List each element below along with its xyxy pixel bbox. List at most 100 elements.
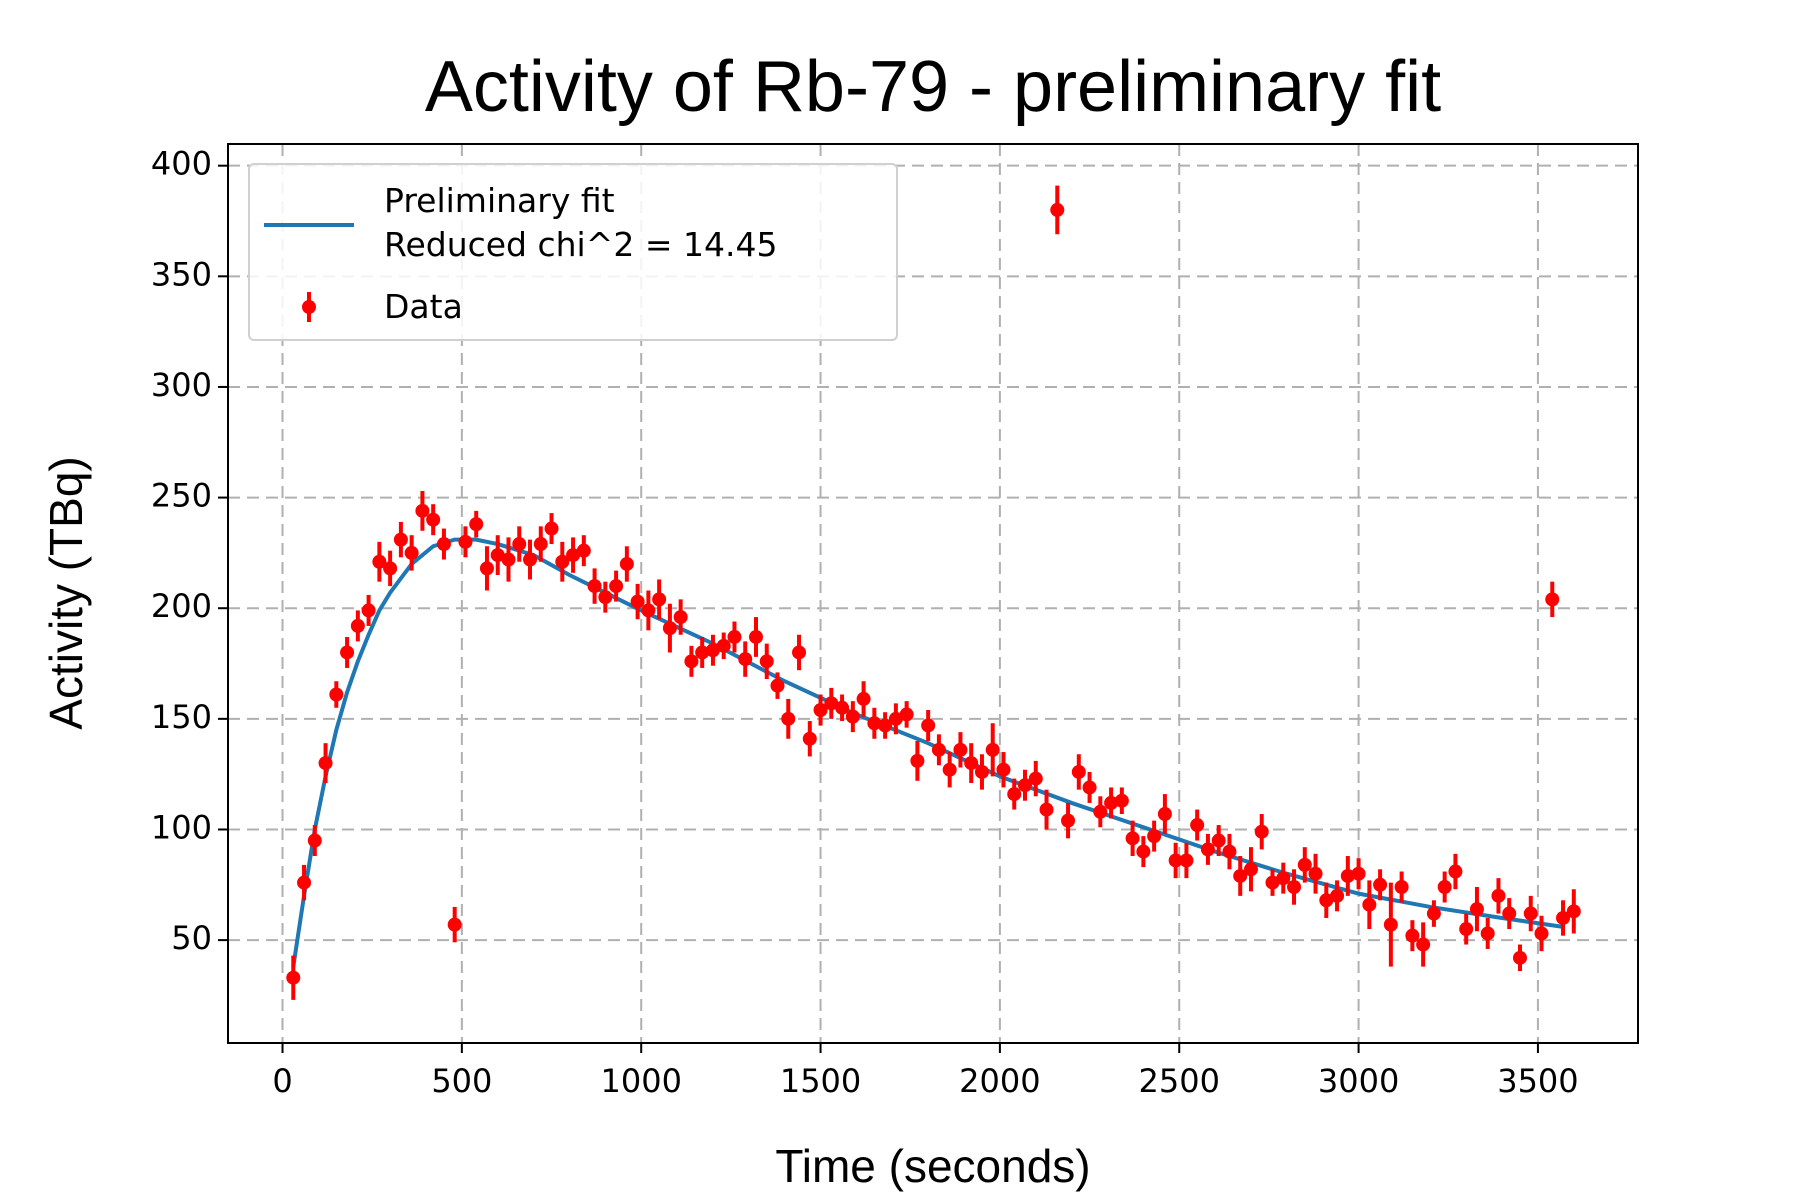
data-point xyxy=(1308,866,1323,881)
data-point xyxy=(1362,897,1377,912)
data-point xyxy=(1502,906,1517,921)
data-point xyxy=(770,678,785,693)
data-point xyxy=(447,917,462,932)
data-point xyxy=(350,618,365,633)
data-point xyxy=(1039,802,1054,817)
data-point xyxy=(415,503,430,518)
data-point xyxy=(974,764,989,779)
data-point xyxy=(1211,833,1226,848)
data-point xyxy=(523,552,538,567)
data-point xyxy=(1265,875,1280,890)
data-point xyxy=(490,548,505,563)
data-point xyxy=(1028,771,1043,786)
data-point xyxy=(469,517,484,532)
data-point xyxy=(436,537,451,552)
data-point xyxy=(1136,844,1151,859)
data-point xyxy=(1168,853,1183,868)
x-axis-label: Time (seconds) xyxy=(775,1140,1090,1192)
data-point xyxy=(641,603,656,618)
y-tick-label: 300 xyxy=(151,366,212,404)
data-point xyxy=(888,711,903,726)
data-point xyxy=(1448,864,1463,879)
data-point xyxy=(458,534,473,549)
data-point xyxy=(340,645,355,660)
data-point xyxy=(501,552,516,567)
data-point xyxy=(1351,866,1366,881)
chart-title: Activity of Rb-79 - preliminary fit xyxy=(425,47,1441,127)
data-point xyxy=(587,579,602,594)
legend-point-key xyxy=(302,300,316,314)
data-point xyxy=(286,970,301,985)
data-point xyxy=(1373,877,1388,892)
data-point xyxy=(695,645,710,660)
data-point xyxy=(393,532,408,547)
data-point xyxy=(1469,902,1484,917)
x-tick-label: 1500 xyxy=(780,1062,861,1100)
data-point xyxy=(1200,842,1215,857)
data-point xyxy=(533,537,548,552)
data-point xyxy=(964,756,979,771)
data-point xyxy=(1437,880,1452,895)
data-point xyxy=(1104,795,1119,810)
data-point xyxy=(479,561,494,576)
x-tick-label: 3500 xyxy=(1497,1062,1578,1100)
data-point xyxy=(1147,829,1162,844)
data-point xyxy=(372,554,387,569)
data-point xyxy=(1426,906,1441,921)
data-point xyxy=(1480,926,1495,941)
legend: Preliminary fit Reduced chi^2 = 14.45 Da… xyxy=(248,163,898,341)
data-point xyxy=(824,696,839,711)
data-point xyxy=(512,537,527,552)
data-point xyxy=(1545,592,1560,607)
data-point xyxy=(1556,910,1571,925)
data-point xyxy=(1050,202,1065,217)
data-point xyxy=(1071,764,1086,779)
y-tick-label: 350 xyxy=(151,255,212,293)
data-point xyxy=(1254,824,1269,839)
data-point xyxy=(705,643,720,658)
legend-label: Data xyxy=(384,287,463,326)
data-point xyxy=(792,645,807,660)
y-axis-label: Activity (TBq) xyxy=(40,456,92,729)
data-point xyxy=(878,718,893,733)
data-point xyxy=(1523,906,1538,921)
data-point xyxy=(630,594,645,609)
data-point xyxy=(996,762,1011,777)
data-point xyxy=(1330,888,1345,903)
data-point xyxy=(329,687,344,702)
x-tick-label: 3000 xyxy=(1318,1062,1399,1100)
data-point xyxy=(1512,950,1527,965)
data-point xyxy=(1394,880,1409,895)
data-point xyxy=(1276,871,1291,886)
data-point xyxy=(921,718,936,733)
data-point xyxy=(684,654,699,669)
data-point xyxy=(759,654,774,669)
data-point xyxy=(899,707,914,722)
data-point xyxy=(1114,793,1129,808)
data-point xyxy=(1233,868,1248,883)
data-point xyxy=(609,579,624,594)
data-point xyxy=(727,629,742,644)
data-point xyxy=(361,603,376,618)
x-tick-label: 2000 xyxy=(959,1062,1040,1100)
data-point xyxy=(426,512,441,527)
data-point xyxy=(1340,868,1355,883)
data-point xyxy=(1157,806,1172,821)
data-point xyxy=(985,742,1000,757)
data-point xyxy=(781,711,796,726)
data-point xyxy=(931,742,946,757)
data-point xyxy=(662,621,677,636)
data-point xyxy=(1222,844,1237,859)
data-point xyxy=(404,545,419,560)
y-tick-label: 400 xyxy=(151,145,212,183)
data-point xyxy=(619,556,634,571)
data-point xyxy=(942,762,957,777)
data-point xyxy=(813,702,828,717)
data-point xyxy=(1190,818,1205,833)
data-point xyxy=(1179,853,1194,868)
data-point xyxy=(383,561,398,576)
data-point xyxy=(1082,780,1097,795)
data-point xyxy=(297,875,312,890)
y-tick-label: 200 xyxy=(151,587,212,625)
